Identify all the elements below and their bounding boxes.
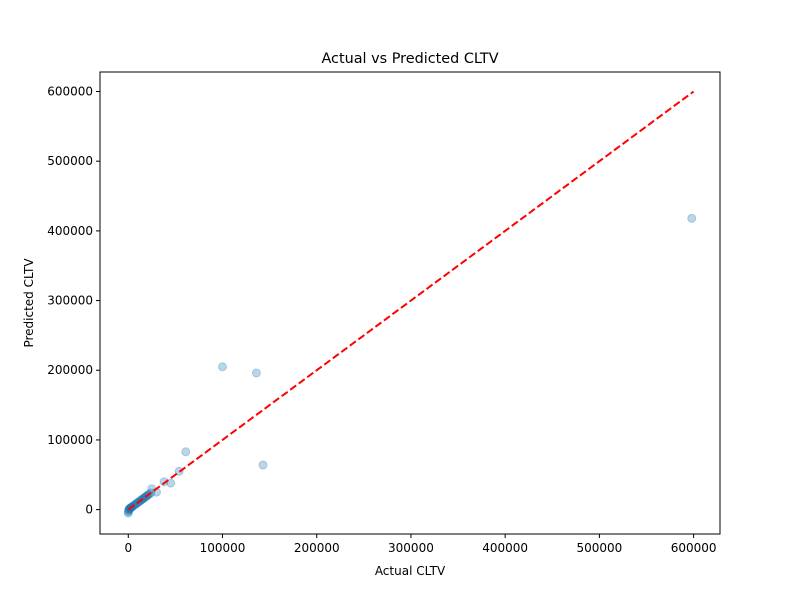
x-tick-label: 200000 xyxy=(294,541,340,555)
data-point xyxy=(181,447,191,457)
reference-line-layer xyxy=(127,90,695,511)
x-axis-label: Actual CLTV xyxy=(375,564,446,578)
y-tick-label: 200000 xyxy=(47,363,93,377)
data-point xyxy=(217,362,227,372)
y-tick-label: 300000 xyxy=(47,294,93,308)
y-tick-label: 0 xyxy=(85,503,93,517)
x-axis-ticks: 0 100000 200000 300000 400000 500000 600000 xyxy=(124,534,717,555)
x-tick-label: 600000 xyxy=(671,541,717,555)
x-tick-label: 0 xyxy=(124,541,132,555)
x-tick-label: 500000 xyxy=(576,541,622,555)
y-tick-label: 100000 xyxy=(47,433,93,447)
plot-area-frame xyxy=(99,71,721,535)
chart-title: Actual vs Predicted CLTV xyxy=(321,51,498,67)
y-tick-label: 500000 xyxy=(47,154,93,168)
y-axis-ticks: 0 100000 200000 300000 400000 500000 600000 xyxy=(47,85,100,517)
x-tick-label: 100000 xyxy=(200,541,246,555)
data-point xyxy=(123,507,133,517)
reference-line xyxy=(127,90,695,511)
y-axis-label: Predicted CLTV xyxy=(22,258,36,348)
x-tick-label: 400000 xyxy=(482,541,528,555)
data-point xyxy=(166,478,176,488)
y-tick-label: 400000 xyxy=(47,224,93,238)
axes xyxy=(99,71,721,535)
data-point xyxy=(687,213,697,223)
data-point xyxy=(251,368,261,378)
x-tick-label: 300000 xyxy=(388,541,434,555)
data-point xyxy=(258,460,268,470)
y-tick-label: 600000 xyxy=(47,85,93,99)
